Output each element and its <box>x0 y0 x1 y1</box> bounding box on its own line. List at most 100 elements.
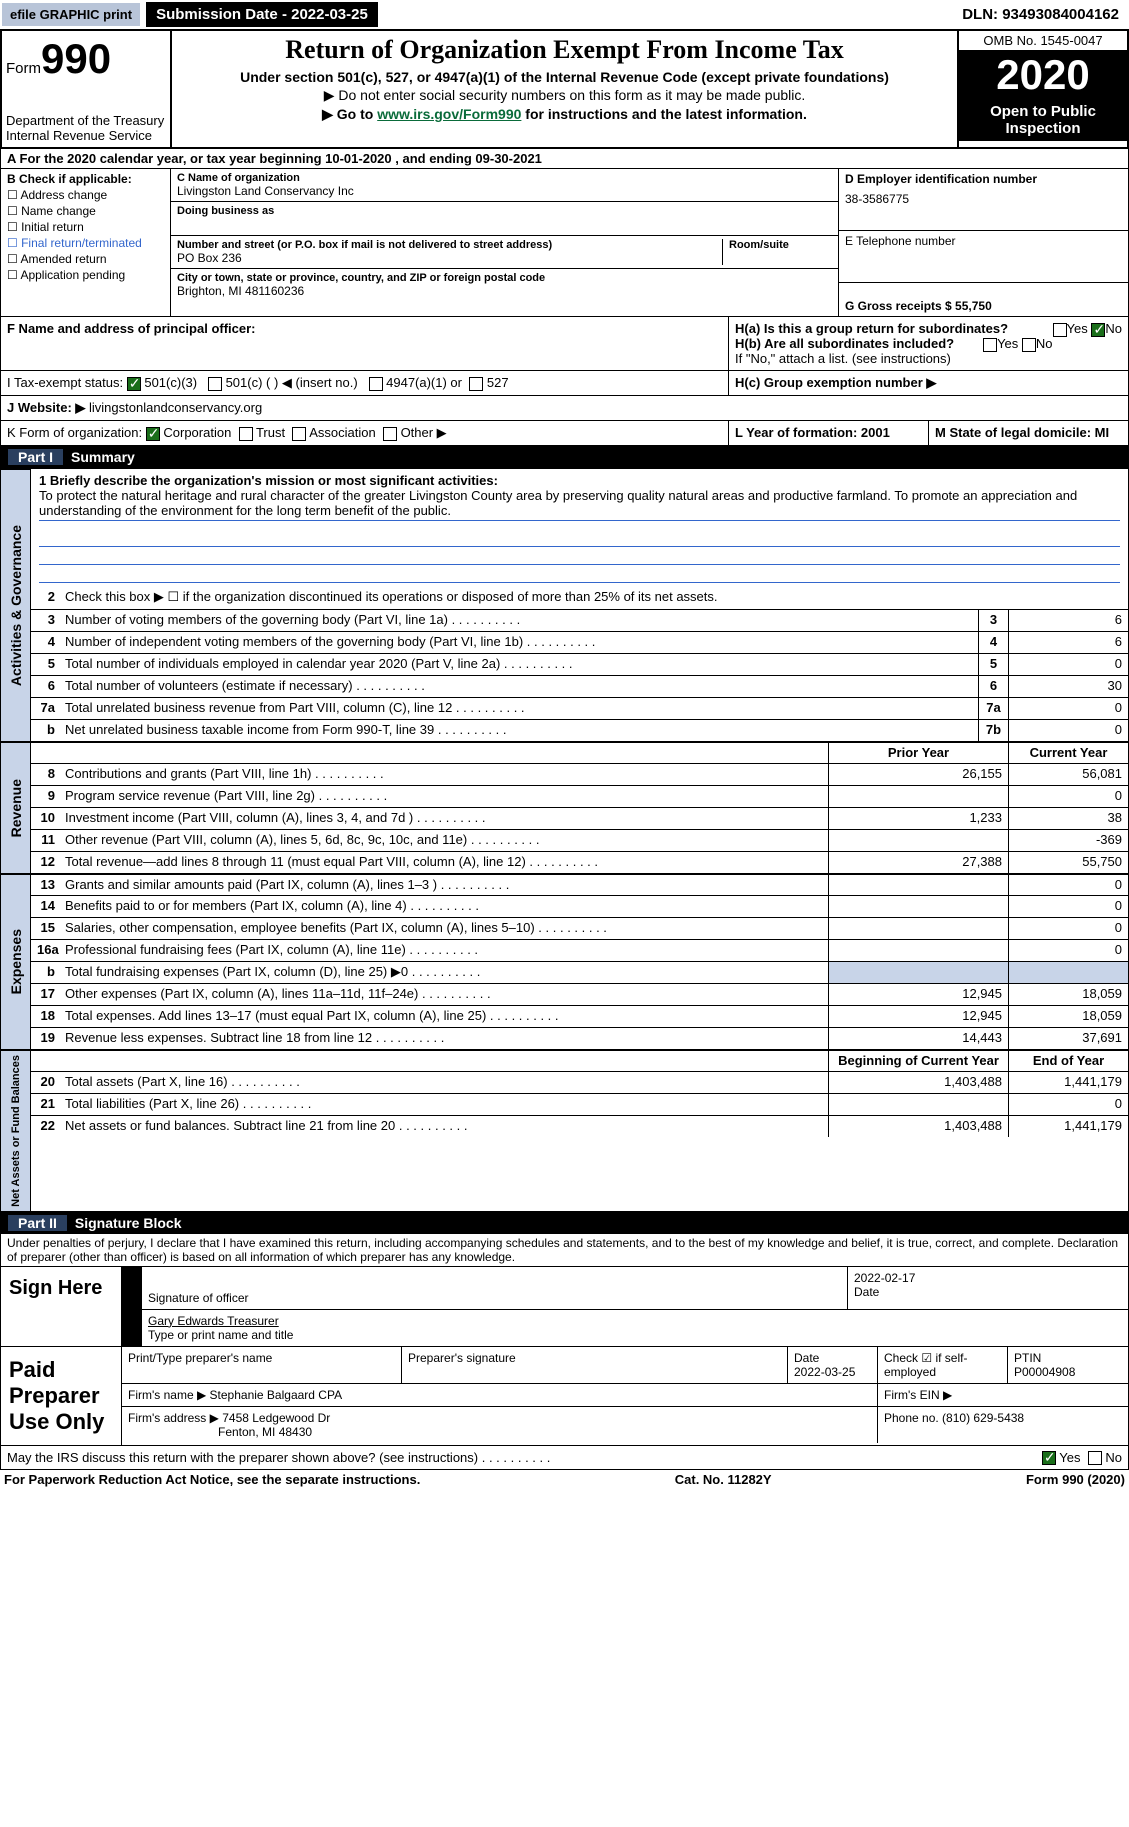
line-19-current: 37,691 <box>1008 1028 1128 1049</box>
firm-name: Stephanie Balgaard CPA <box>210 1388 343 1402</box>
line-19-prior: 14,443 <box>828 1028 1008 1049</box>
sign-here-label: Sign Here <box>1 1267 121 1346</box>
chk-501c[interactable] <box>208 377 222 391</box>
dept-label: Department of the Treasury <box>6 113 166 128</box>
line-14-prior <box>828 896 1008 917</box>
line-10-prior: 1,233 <box>828 808 1008 829</box>
vl-net: Net Assets or Fund Balances <box>8 1051 24 1211</box>
chk-other[interactable] <box>383 427 397 441</box>
line-21-end: 0 <box>1008 1094 1128 1115</box>
chk-name-change[interactable]: ☐ Name change <box>7 204 164 218</box>
inspection-label: Open to Public Inspection <box>959 99 1127 141</box>
line-b-text: Net unrelated business taxable income fr… <box>61 720 978 741</box>
line-16a-current: 0 <box>1008 940 1128 961</box>
ptin-value: P00004908 <box>1014 1365 1122 1379</box>
chk-initial-return[interactable]: ☐ Initial return <box>7 220 164 234</box>
chk-app-pending[interactable]: ☐ Application pending <box>7 268 164 282</box>
line-12-current: 55,750 <box>1008 852 1128 873</box>
line-7a-text: Total unrelated business revenue from Pa… <box>61 698 978 719</box>
chk-4947[interactable] <box>369 377 383 391</box>
phone-label: E Telephone number <box>845 234 1122 248</box>
prep-sig-label: Preparer's signature <box>408 1351 781 1365</box>
prep-date-label: Date <box>794 1351 871 1365</box>
firm-ein-label: Firm's EIN ▶ <box>878 1384 1128 1406</box>
line-b-val: 0 <box>1008 720 1128 741</box>
dln: DLN: 93493084004162 <box>962 6 1127 23</box>
line-13-current: 0 <box>1008 875 1128 895</box>
line-5-box: 5 <box>978 654 1008 675</box>
gross-receipts: G Gross receipts $ 55,750 <box>845 299 1122 313</box>
line-14-text: Benefits paid to or for members (Part IX… <box>61 896 828 917</box>
paperwork-notice: For Paperwork Reduction Act Notice, see … <box>4 1472 420 1487</box>
ein-label: D Employer identification number <box>845 172 1122 186</box>
firm-addr: 7458 Ledgewood Dr <box>222 1411 330 1425</box>
chk-corp[interactable] <box>146 427 160 441</box>
city-value: Brighton, MI 481160236 <box>177 284 832 298</box>
vl-governance: Activities & Governance <box>6 521 26 690</box>
line-15-current: 0 <box>1008 918 1128 939</box>
chk-final-return[interactable]: ☐ Final return/terminated <box>7 236 164 250</box>
box-k: K Form of organization: Corporation Trus… <box>1 421 728 445</box>
line-8-text: Contributions and grants (Part VIII, lin… <box>61 764 828 785</box>
line-b-box: 7b <box>978 720 1008 741</box>
line-15-text: Salaries, other compensation, employee b… <box>61 918 828 939</box>
chk-501c3[interactable] <box>127 377 141 391</box>
line-20-begin: 1,403,488 <box>828 1072 1008 1093</box>
col-end: End of Year <box>1008 1051 1128 1071</box>
line-17-current: 18,059 <box>1008 984 1128 1005</box>
line-8-current: 56,081 <box>1008 764 1128 785</box>
sig-date-value: 2022-02-17 <box>854 1271 1122 1285</box>
chk-address-change[interactable]: ☐ Address change <box>7 188 164 202</box>
line-19-text: Revenue less expenses. Subtract line 18 … <box>61 1028 828 1049</box>
discuss-text: May the IRS discuss this return with the… <box>7 1450 550 1466</box>
org-name: Livingston Land Conservancy Inc <box>177 184 832 198</box>
chk-trust[interactable] <box>239 427 253 441</box>
part1-title: Summary <box>71 449 135 465</box>
form-title: Return of Organization Exempt From Incom… <box>182 35 947 65</box>
header-left: Form990 Department of the Treasury Inter… <box>2 31 172 147</box>
chk-assoc[interactable] <box>292 427 306 441</box>
line-10-text: Investment income (Part VIII, column (A)… <box>61 808 828 829</box>
chk-discuss-yes[interactable] <box>1042 1451 1056 1465</box>
line-22-begin: 1,403,488 <box>828 1116 1008 1137</box>
line-18-text: Total expenses. Add lines 13–17 (must eq… <box>61 1006 828 1027</box>
efile-link[interactable]: efile GRAPHIC print <box>2 3 140 26</box>
chk-amended[interactable]: ☐ Amended return <box>7 252 164 266</box>
firm-name-label: Firm's name ▶ <box>128 1388 206 1402</box>
line-9-current: 0 <box>1008 786 1128 807</box>
form990-link[interactable]: www.irs.gov/Form990 <box>377 106 521 122</box>
line-20-text: Total assets (Part X, line 16) <box>61 1072 828 1093</box>
vl-expenses: Expenses <box>6 925 26 998</box>
line-9-text: Program service revenue (Part VIII, line… <box>61 786 828 807</box>
submission-date: Submission Date - 2022-03-25 <box>146 2 378 27</box>
line-4-box: 4 <box>978 632 1008 653</box>
line-10-current: 38 <box>1008 808 1128 829</box>
line-4-text: Number of independent voting members of … <box>61 632 978 653</box>
chk-527[interactable] <box>469 377 483 391</box>
prep-name-label: Print/Type preparer's name <box>128 1351 395 1365</box>
paid-prep-label: Paid Preparer Use Only <box>1 1347 121 1445</box>
line-11-current: -369 <box>1008 830 1128 851</box>
line-17-prior: 12,945 <box>828 984 1008 1005</box>
q2-text: Check this box ▶ ☐ if the organization d… <box>61 587 1128 609</box>
period-row: A For the 2020 calendar year, or tax yea… <box>0 149 1129 169</box>
box-ha: H(a) Is this a group return for subordin… <box>735 321 1122 336</box>
line-13-text: Grants and similar amounts paid (Part IX… <box>61 875 828 895</box>
addr-label: Number and street (or P.O. box if mail i… <box>177 239 722 251</box>
line-20-end: 1,441,179 <box>1008 1072 1128 1093</box>
line-18-prior: 12,945 <box>828 1006 1008 1027</box>
note-goto-pre: ▶ Go to <box>322 106 377 122</box>
line-3-box: 3 <box>978 610 1008 631</box>
line-9-prior <box>828 786 1008 807</box>
ein-value: 38-3586775 <box>845 192 1122 206</box>
note-goto-post: for instructions and the latest informat… <box>521 106 806 122</box>
box-hb-note: If "No," attach a list. (see instruction… <box>735 351 1122 366</box>
line-11-text: Other revenue (Part VIII, column (A), li… <box>61 830 828 851</box>
line-17-text: Other expenses (Part IX, column (A), lin… <box>61 984 828 1005</box>
omb-number: OMB No. 1545-0047 <box>959 31 1127 51</box>
box-j: J Website: ▶ livingstonlandconservancy.o… <box>1 396 1128 420</box>
part2-title: Signature Block <box>75 1215 182 1231</box>
line-3-val: 6 <box>1008 610 1128 631</box>
line-6-text: Total number of volunteers (estimate if … <box>61 676 978 697</box>
chk-discuss-no[interactable] <box>1088 1451 1102 1465</box>
